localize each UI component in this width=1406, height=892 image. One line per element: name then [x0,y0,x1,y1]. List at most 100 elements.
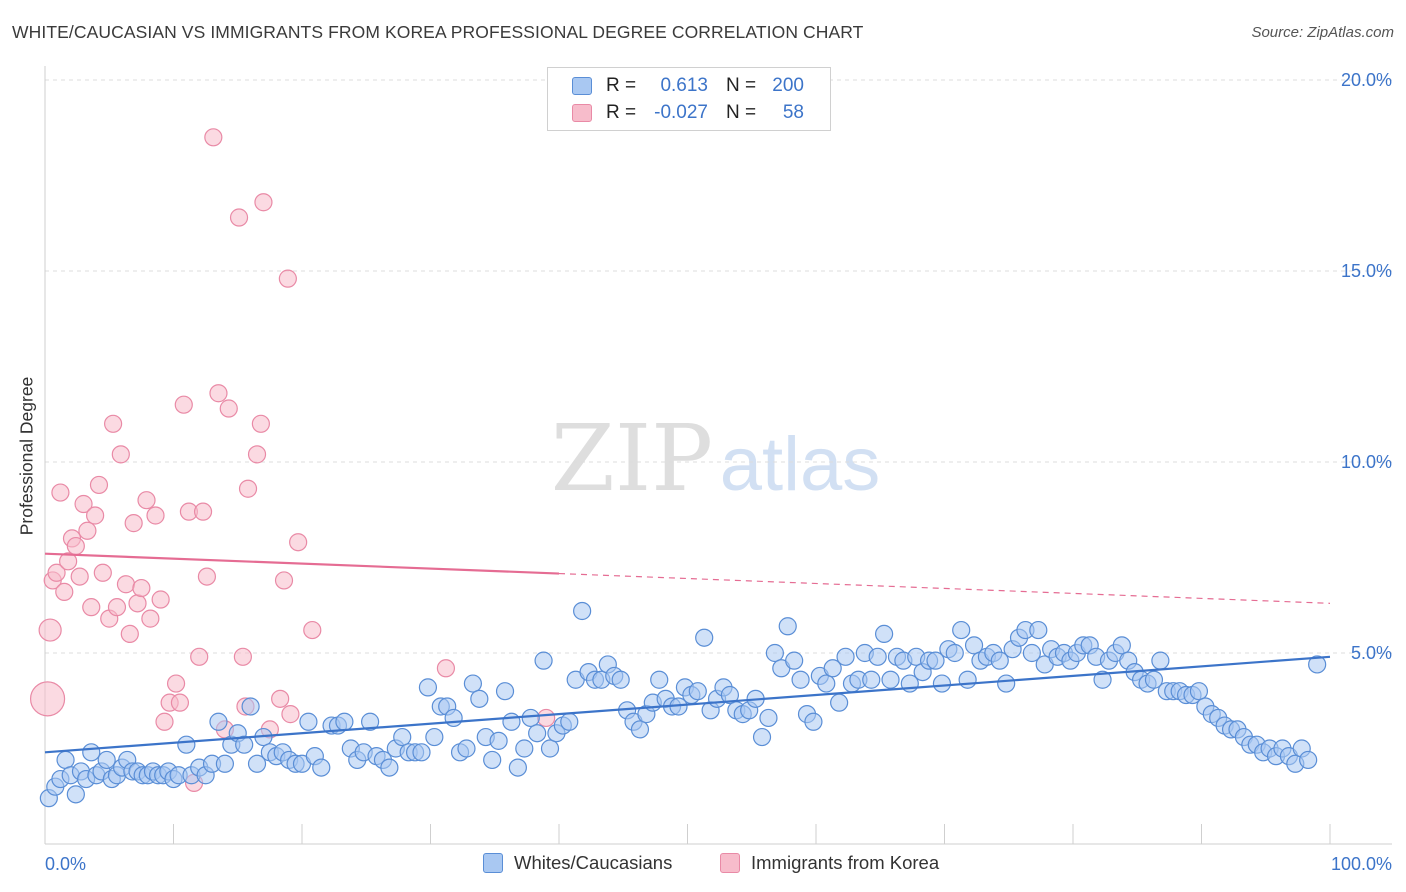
whites-point [759,708,778,728]
korea-point [170,693,190,712]
whites-point [508,758,527,777]
korea-point [89,475,109,495]
korea-point [137,491,156,510]
watermark-atlas: atlas [720,422,881,507]
korea-point [116,575,136,594]
whites-point [521,708,540,728]
korea-point [274,571,294,590]
whites-point [875,624,894,644]
whites-point [312,758,331,777]
whites-point [630,720,650,739]
watermark-zip: ZIP [551,405,713,512]
whites-trend-line [44,655,1331,754]
bottom-legend-swatch-blue [483,853,503,873]
whites-point [611,670,630,689]
whites-point [817,674,836,693]
korea-point [104,414,123,433]
whites-point [528,724,547,743]
whites-point [720,685,740,705]
legend-r-value: -0.027 [654,102,708,123]
watermark: ZIP atlas [551,405,880,512]
whites-point [958,670,977,689]
whites-point [247,754,267,773]
korea-point [197,567,217,586]
whites-point [1144,670,1164,689]
korea-point [151,590,170,609]
korea-point [436,659,456,678]
whites-point [836,647,855,666]
korea-point [190,647,209,666]
whites-point [235,735,254,754]
legend-n-label: N = [726,102,757,123]
korea-point [29,681,66,717]
legend-swatch-blue [572,77,592,95]
whites-point [393,727,412,747]
whites-point [1299,750,1318,770]
whites-point [425,727,444,747]
whites-point [412,743,431,762]
legend-r-value: 0.613 [660,75,708,96]
whites-point [502,712,521,731]
korea-point [155,712,174,731]
legend-row-whites: R = 0.613 N = 200 [548,74,830,100]
legend-n-label: N = [726,75,757,96]
legend-n-value: 200 [772,75,804,96]
korea-point [120,624,139,644]
korea-point [146,506,165,525]
legend-r-label: R = [606,75,637,96]
whites-point [997,674,1016,693]
korea-point [128,594,147,613]
chart-title: WHITE/CAUCASIAN VS IMMIGRANTS FROM KOREA… [12,22,864,42]
whites-point [495,682,515,701]
korea-point [86,506,105,525]
korea-point [141,609,160,628]
korea-point [38,618,62,642]
whites-point [964,636,984,655]
whites-point [470,689,489,708]
korea-point [124,514,143,533]
grid [45,79,1392,654]
whites-point [515,739,534,758]
whites-point [785,651,804,670]
whites-point [804,712,823,731]
whites-point [765,643,784,663]
korea-point [74,494,93,514]
whites-point [862,670,881,689]
korea-point [229,208,249,227]
whites-point [361,712,380,731]
x-tick-label: 100.0% [1331,854,1392,874]
series-korea-points [29,128,556,792]
whites-point [534,651,553,670]
whites-point [830,693,849,712]
whites-point [881,670,900,689]
whites-point [335,712,354,731]
whites-point [380,758,399,777]
whites-point [1151,651,1170,670]
korea-point [289,533,308,552]
y-tick-label: 10.0% [1341,452,1392,472]
legend-row-korea: R = -0.027 N = 58 [548,101,830,127]
whites-point [868,647,887,666]
korea-point [111,445,130,464]
whites-point [444,708,463,728]
korea-point [51,483,70,502]
korea-point [47,563,66,582]
korea-point [59,552,78,571]
korea-point [78,521,97,540]
whites-point [457,739,476,758]
whites-point [177,735,196,754]
whites-point [489,731,508,750]
korea-point [238,479,258,498]
legend-swatch-pink [572,104,592,122]
whites-point [56,750,75,770]
legend: R = 0.613 N = 200 R = -0.027 N = 58 [547,67,831,131]
whites-point [97,750,116,770]
whites-point [418,678,438,697]
whites-point [823,659,842,678]
whites-point [688,682,707,701]
whites-point [1112,636,1131,655]
bottom-legend-label: Immigrants from Korea [751,852,940,873]
source-label: Source: ZipAtlas.com [1251,24,1394,41]
whites-point [1029,620,1048,640]
